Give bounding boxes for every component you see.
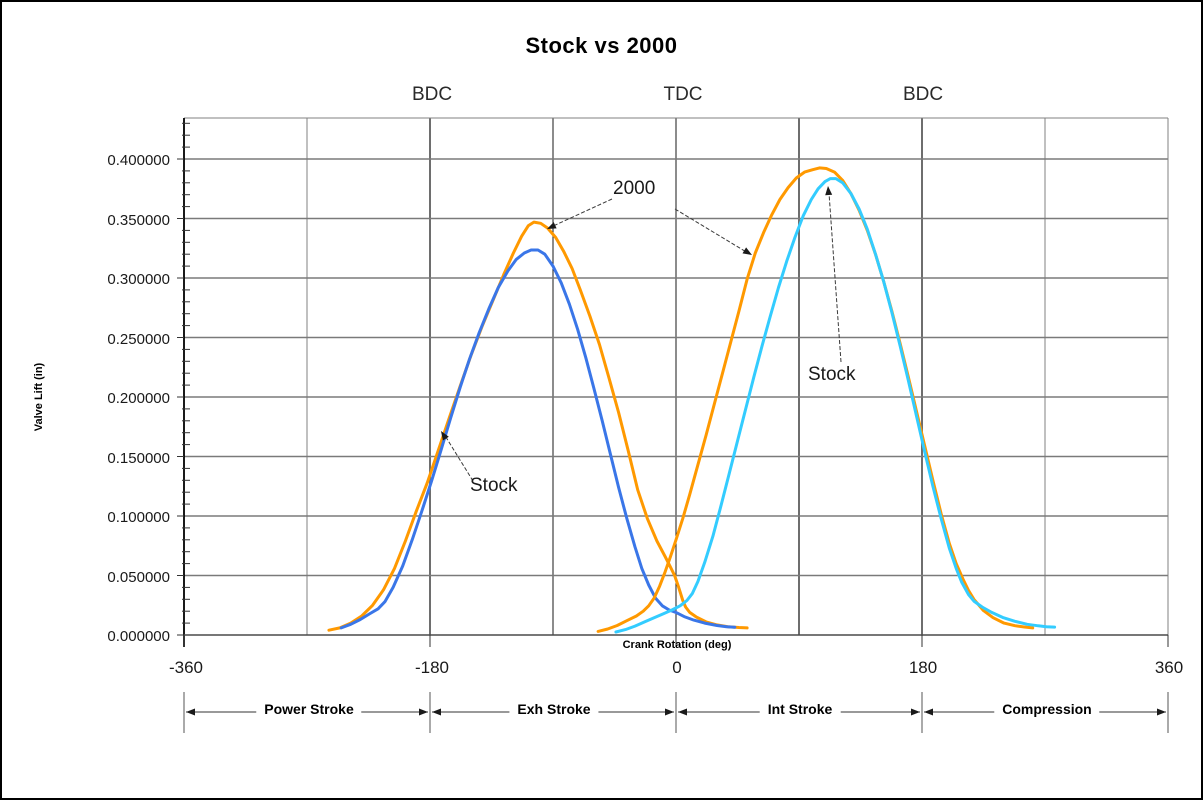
- curve-2000-exhaust: [327, 220, 749, 632]
- page-title: Stock vs 2000: [525, 33, 678, 58]
- curve-2000-intake: [596, 166, 1035, 633]
- y-tick-label: 0.200000: [107, 390, 170, 407]
- y-tick-label: 0.400000: [107, 152, 170, 169]
- horizontal-gridlines: [184, 158, 1168, 577]
- x-tick-label: 180: [908, 658, 938, 677]
- y-tick-label: 0.300000: [107, 271, 170, 288]
- curve-stock-exhaust: [339, 248, 737, 630]
- marker-bdc-left: BDC: [411, 84, 453, 105]
- y-tick-label: 0.150000: [107, 450, 170, 467]
- y-tick-label: 0.250000: [107, 331, 170, 348]
- vertical-gridlines: [306, 118, 1046, 635]
- stroke-band-label-compression: Compression: [994, 701, 1100, 717]
- stroke-band-label-exhaust: Exh Stroke: [509, 701, 599, 717]
- annotation-arrows: [441, 186, 842, 482]
- x-tick-label: 360: [1154, 658, 1184, 677]
- marker-bdc-right: BDC: [902, 84, 944, 105]
- x-axis-title: Crank Rotation (deg): [622, 639, 732, 651]
- y-axis: [177, 118, 190, 647]
- stroke-band-label-intake: Int Stroke: [759, 701, 841, 717]
- x-axis: [183, 634, 1169, 647]
- stroke-band-label-power: Power Stroke: [256, 701, 362, 717]
- x-tick-label: 0: [672, 658, 682, 677]
- annotation-2000: 2000: [613, 178, 656, 199]
- x-tick-label: -360: [168, 658, 204, 677]
- y-tick-label: 0.350000: [107, 212, 170, 229]
- curve-stock-intake: [614, 177, 1057, 634]
- y-tick-label: 0.050000: [107, 569, 170, 586]
- plot-border: [184, 117, 1169, 647]
- y-tick-label: 0.000000: [107, 628, 170, 645]
- annotation-stock-exhaust: Stock: [470, 475, 518, 496]
- annotation-stock-intake: Stock: [808, 364, 856, 385]
- y-axis-title: Valve Lift (in): [33, 362, 45, 432]
- y-tick-label: 0.100000: [107, 509, 170, 526]
- x-tick-label: -180: [414, 658, 450, 677]
- marker-tdc: TDC: [663, 84, 703, 105]
